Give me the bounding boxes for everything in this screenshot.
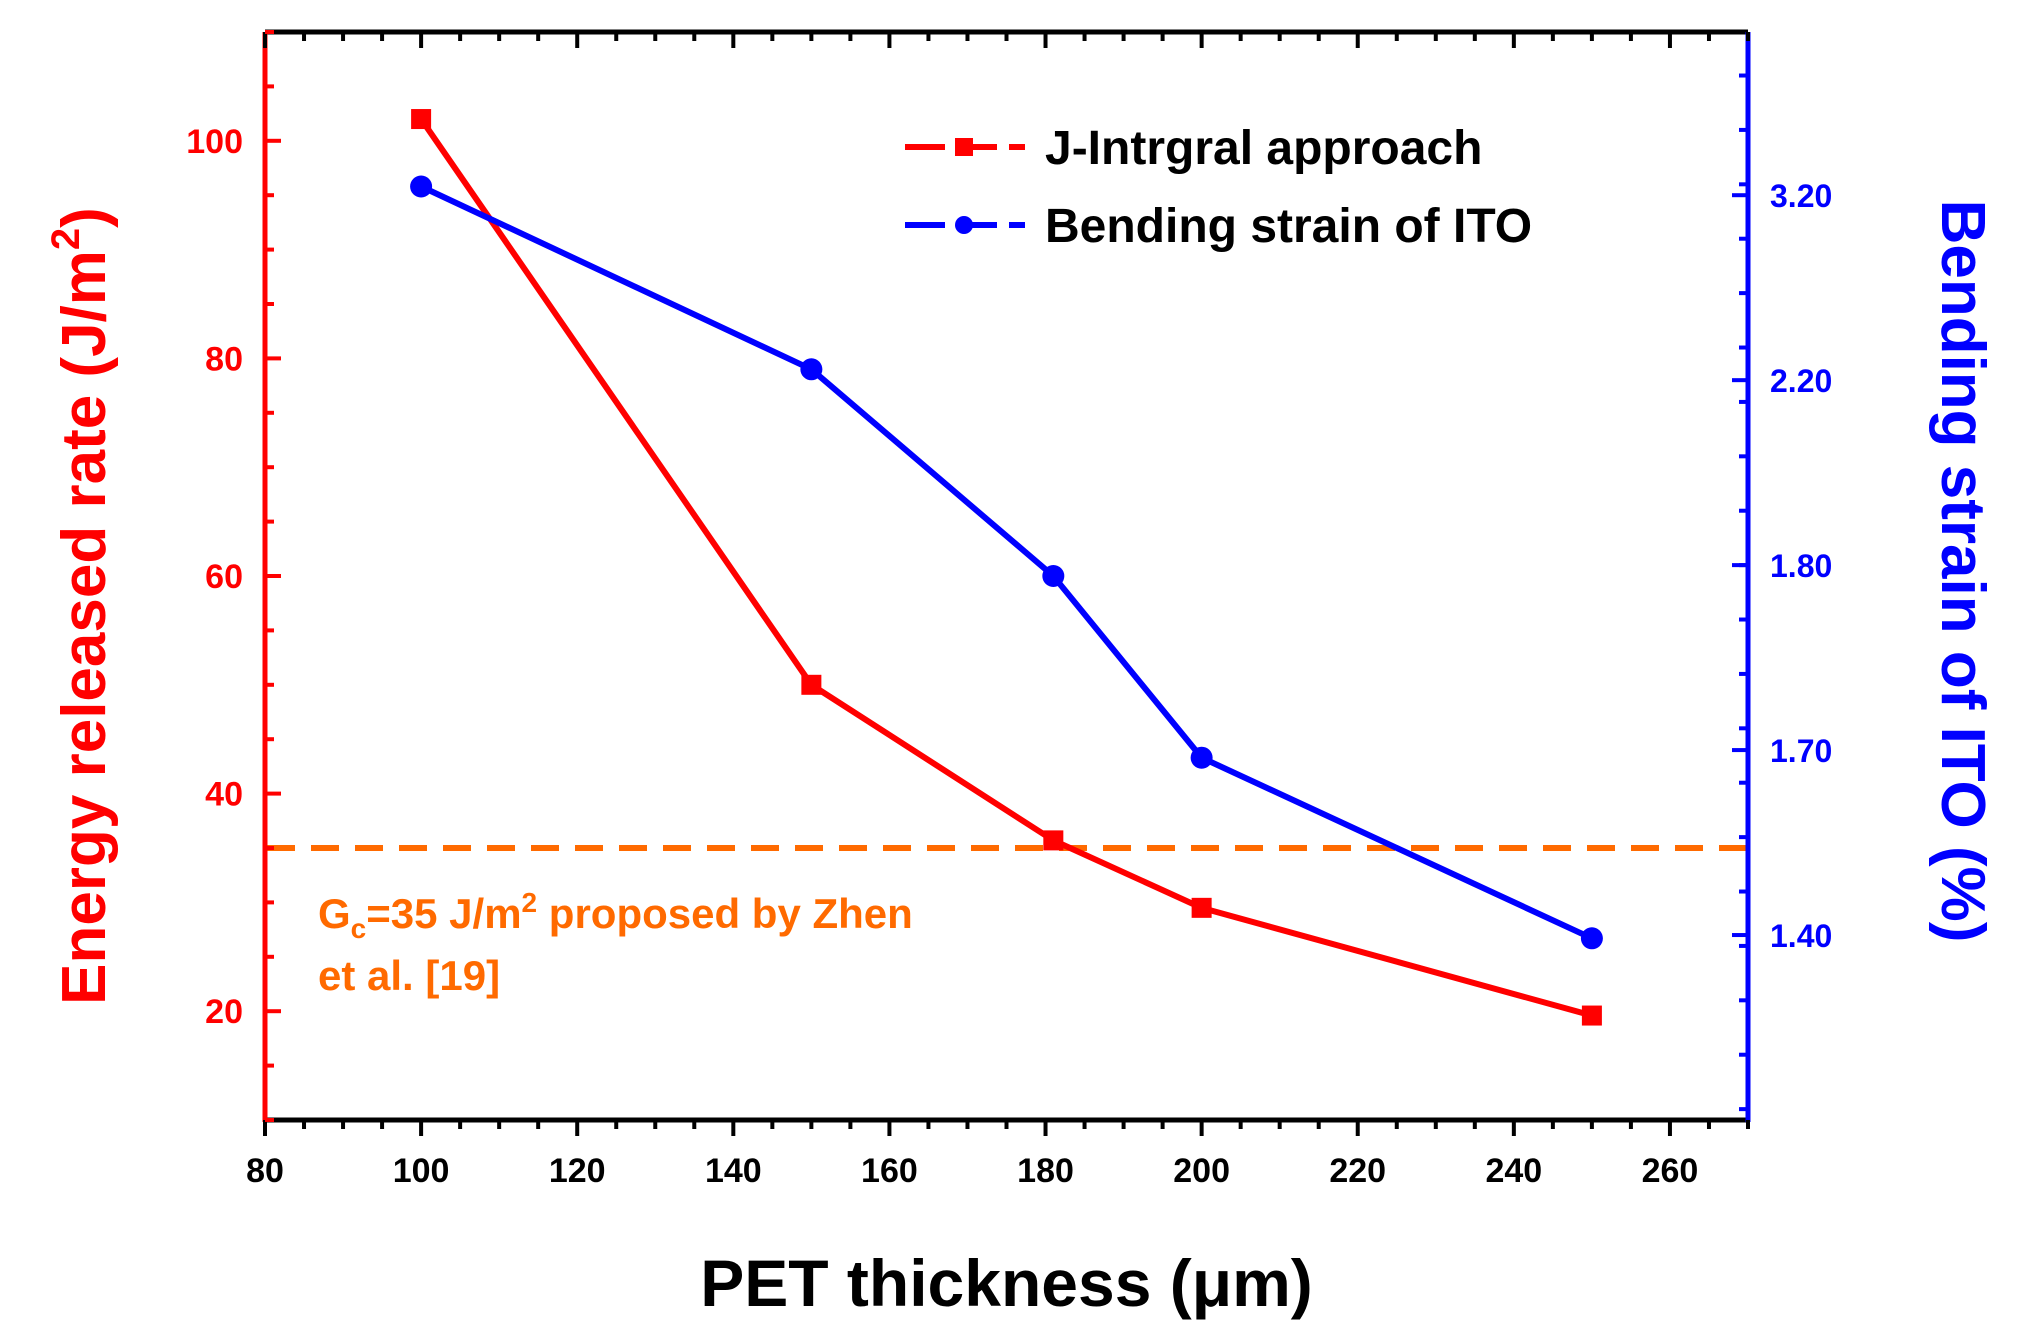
data-point-2-5 (1580, 927, 1603, 950)
data-point-2-2 (800, 358, 823, 381)
y-right-tick-label: 3.20 (1770, 178, 1832, 214)
y-right-axis-title: Bending strain of ITO (%) (1928, 200, 1997, 943)
gc-annotation-line2: et al. [19] (318, 952, 500, 999)
series-1 (411, 109, 1602, 1026)
x-tick-label: 260 (1642, 1152, 1699, 1190)
data-point-1-3 (1043, 830, 1064, 851)
y-left-tick-label: 40 (205, 776, 243, 814)
x-tick-label: 80 (246, 1152, 284, 1190)
y-left-axis-title: Energy released rate (J/m2) (44, 207, 119, 1005)
data-point-1-2 (801, 674, 822, 695)
y-right-tick-label: 1.80 (1770, 548, 1832, 584)
y-left-tick-label: 80 (205, 340, 243, 378)
x-tick-label: 140 (705, 1152, 762, 1190)
y-right-tick-label: 1.40 (1770, 918, 1832, 954)
x-tick-label: 180 (1017, 1152, 1074, 1190)
y-left-tick-label: 20 (205, 993, 243, 1031)
legend-label-1: J-Intrgral approach (1045, 122, 1482, 175)
x-tick-label: 120 (549, 1152, 606, 1190)
y-right-tick-label: 2.20 (1770, 363, 1832, 399)
series-2 (410, 175, 1603, 950)
series-line-1 (418, 117, 1593, 1019)
legend-marker-1 (955, 138, 973, 156)
y-left-tick-label: 100 (186, 123, 243, 161)
data-point-1-4 (1191, 897, 1212, 918)
data-point-1-1 (411, 109, 432, 130)
data-point-2-4 (1190, 746, 1213, 769)
legend-marker-2 (955, 216, 973, 234)
x-tick-label: 220 (1329, 1152, 1386, 1190)
series-line-2 (419, 183, 1594, 942)
y-right-tick-label: 1.70 (1770, 733, 1832, 769)
x-tick-label: 100 (393, 1152, 450, 1190)
x-tick-label: 160 (861, 1152, 918, 1190)
x-axis-title: PET thickness (μm) (700, 1246, 1313, 1320)
y-left-tick-label: 60 (205, 558, 243, 596)
data-point-2-1 (410, 175, 433, 198)
gc-annotation-line1: Gc=35 J/m2 proposed by Zhen (318, 887, 913, 944)
x-tick-label: 240 (1485, 1152, 1542, 1190)
data-point-1-5 (1581, 1005, 1602, 1026)
x-tick-label: 200 (1173, 1152, 1230, 1190)
data-point-2-3 (1042, 565, 1065, 587)
legend-label-2: Bending strain of ITO (1045, 200, 1532, 253)
